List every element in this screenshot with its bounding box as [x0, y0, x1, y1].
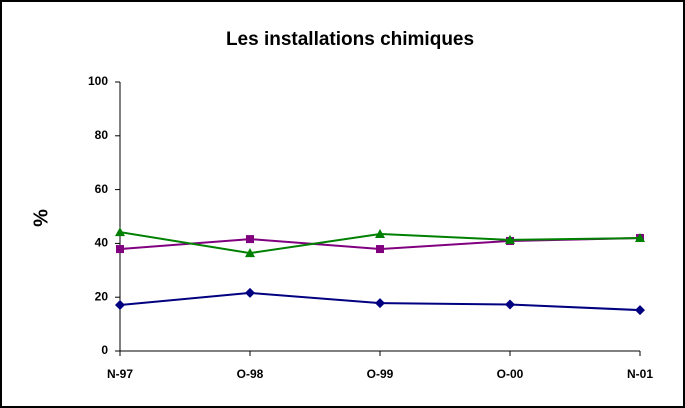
- point: [115, 227, 125, 237]
- point: [505, 234, 515, 244]
- point: [115, 300, 125, 311]
- x-tick-label: O-98: [237, 367, 264, 381]
- point: [505, 299, 515, 310]
- point: [246, 235, 254, 244]
- point: [375, 298, 385, 309]
- y-tick-label: 40: [95, 236, 109, 250]
- y-tick-label: 20: [95, 289, 109, 303]
- point: [116, 245, 124, 254]
- y-tick-label: 100: [88, 74, 108, 88]
- x-tick-label: N-97: [107, 367, 133, 381]
- point: [245, 248, 255, 258]
- y-tick-label: 0: [101, 343, 108, 357]
- x-tick-label: N-01: [627, 367, 653, 381]
- y-tick-label: 60: [95, 182, 109, 196]
- point: [375, 228, 385, 238]
- point: [376, 245, 384, 254]
- x-tick-label: O-00: [497, 367, 524, 381]
- y-axis-title: %: [30, 209, 52, 227]
- point: [245, 287, 255, 298]
- point: [635, 233, 645, 243]
- chart-title: Les installations chimiques: [226, 29, 474, 50]
- y-tick-label: 80: [95, 128, 109, 142]
- point: [635, 305, 645, 316]
- x-tick-label: O-99: [367, 367, 394, 381]
